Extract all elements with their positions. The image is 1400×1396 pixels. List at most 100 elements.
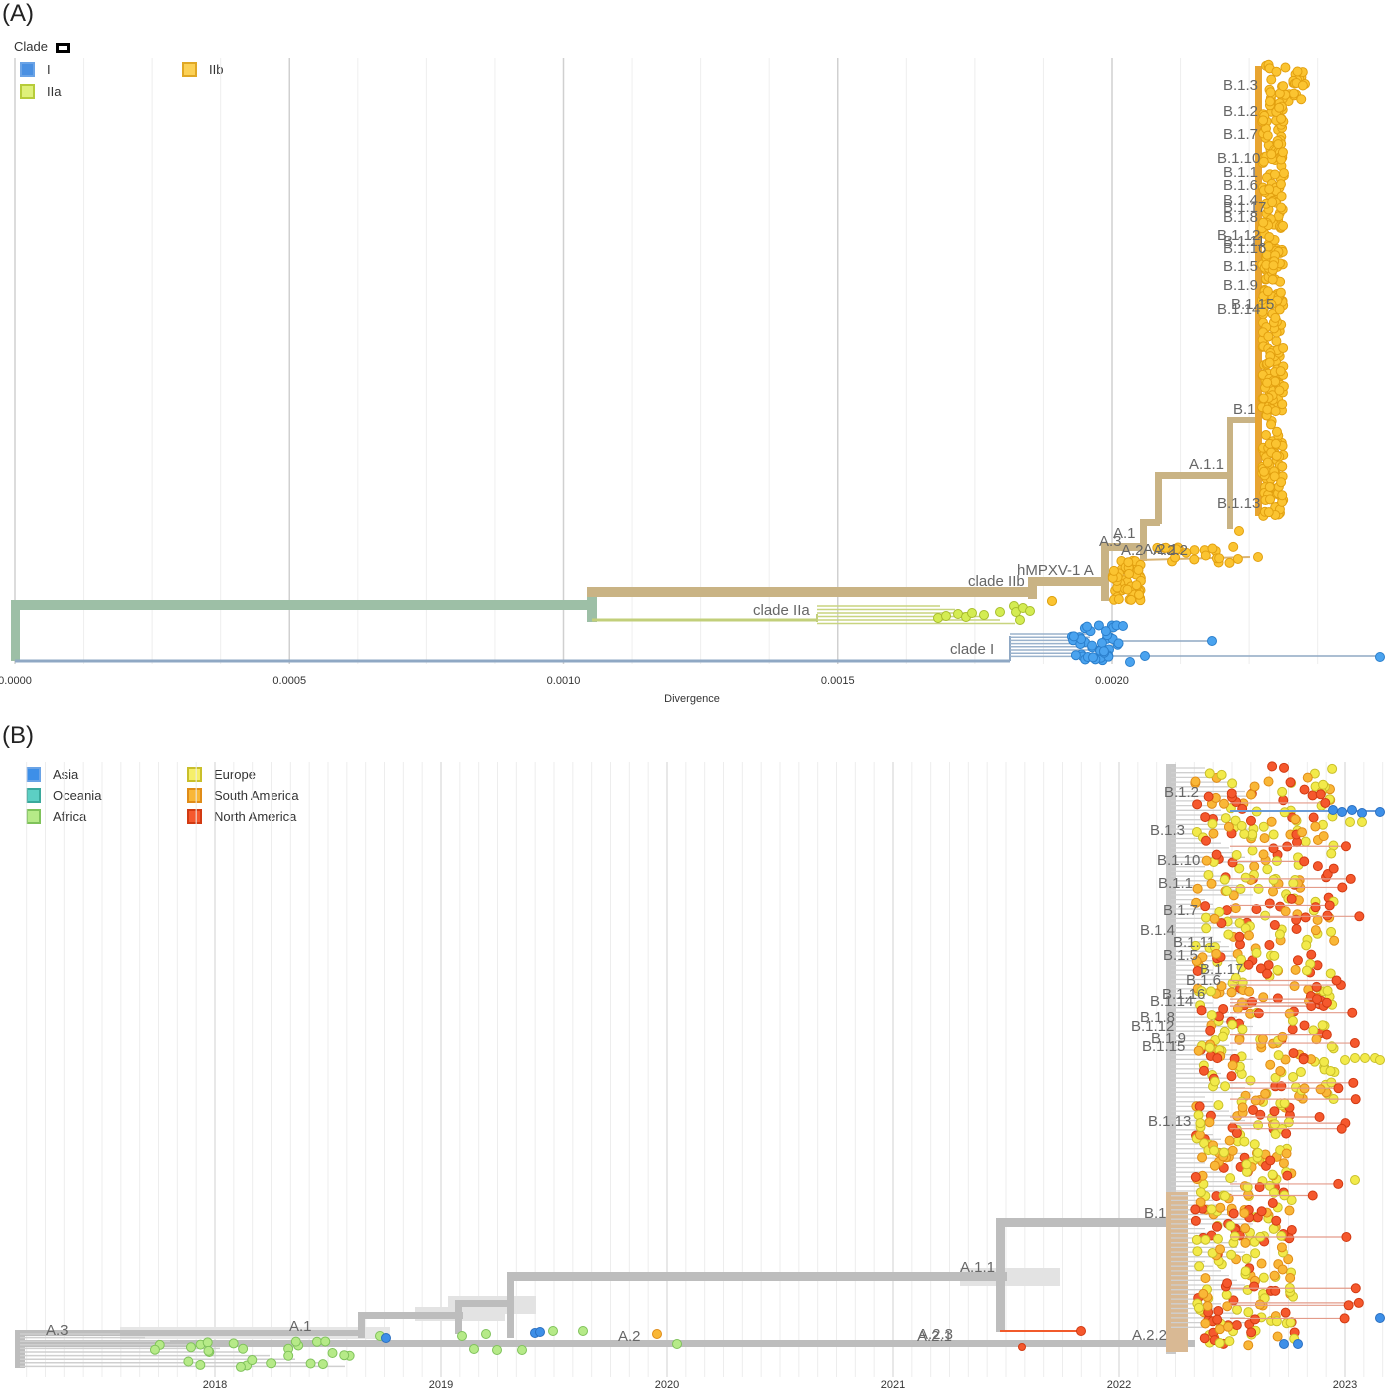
node-label-a: B.1.14	[1217, 301, 1260, 318]
iib-tip	[1152, 542, 1163, 553]
b1-tip	[1270, 438, 1281, 449]
b1-tip	[1279, 762, 1290, 773]
b1-tip	[1240, 872, 1251, 883]
b1-tip	[1262, 130, 1273, 141]
time-tree-chart[interactable]: 2018 2019 2020 2021 2022 2023 B.1.2 B.1.3 B.1.10…	[0, 722, 1400, 1396]
b1-tip	[1218, 798, 1229, 809]
b1-outlier-tip	[1324, 900, 1335, 911]
b1-tip	[1224, 1135, 1235, 1146]
x-tick-label: 2019	[429, 1379, 453, 1391]
legend-b-item-africa[interactable]: Africa	[26, 809, 86, 824]
legend-a-label-i: I	[47, 62, 51, 77]
iib-node-2	[1101, 543, 1109, 601]
legend-b-swatch-europe	[187, 767, 202, 782]
b1-tip	[1258, 821, 1269, 832]
x-tick-label: 2018	[203, 1379, 227, 1391]
panel-a-tag: (A)	[2, 0, 34, 27]
b1-tip	[1289, 981, 1300, 992]
legend-b-item-south-america[interactable]: South America	[187, 788, 299, 803]
b1-tip	[1264, 232, 1275, 243]
b1-tip	[1218, 1147, 1229, 1158]
legend-a-item-i[interactable]: I	[20, 62, 51, 77]
africa-tip	[183, 1356, 194, 1367]
africa-tip	[266, 1358, 277, 1369]
iib-tip	[1171, 544, 1182, 555]
b1-tip	[1268, 874, 1279, 885]
b1-tip	[1249, 1314, 1260, 1325]
b1-tip	[1239, 1136, 1250, 1147]
europe-tip	[1357, 817, 1367, 827]
b1-tip	[1325, 968, 1336, 979]
africa-tip	[238, 1343, 249, 1354]
node-label-a: clade I	[950, 641, 994, 658]
b1-tip	[1190, 1204, 1201, 1215]
b1-tip	[1266, 816, 1277, 827]
b1-tip	[1292, 955, 1303, 966]
legend-toggle-icon[interactable]	[55, 42, 70, 53]
b1-outlier-tip	[1348, 1077, 1359, 1088]
b1-tip	[1258, 393, 1269, 404]
b1-tip	[1267, 274, 1278, 285]
b1-tip	[1263, 776, 1274, 787]
b1-tip	[1300, 836, 1311, 847]
b1-tip	[1288, 1048, 1299, 1059]
b1-tip	[1268, 886, 1279, 897]
b1-tip	[1310, 821, 1321, 832]
iia-tip	[967, 608, 977, 618]
b1-tip	[1211, 1221, 1222, 1232]
b1-tip	[1281, 1128, 1292, 1139]
b1-tip	[1250, 1248, 1261, 1259]
b1-outlier-tip	[1333, 1083, 1344, 1094]
africa-tip	[185, 1342, 196, 1353]
legend-a-item-iia[interactable]: IIa	[20, 84, 61, 99]
node-label-b: B.1.9	[1151, 1030, 1186, 1047]
b1-tip	[1190, 1215, 1201, 1226]
b1-tip	[1325, 1066, 1336, 1077]
b1-tip	[1209, 1076, 1220, 1087]
clade-i-tip	[1087, 640, 1098, 651]
b1-tip	[1214, 1324, 1225, 1335]
node-label-a: A.3	[1099, 533, 1122, 550]
b1-tip	[1269, 1106, 1280, 1117]
legend-b-item-north-america[interactable]: North America	[187, 809, 296, 824]
legend-a-item-iib[interactable]: IIb	[182, 62, 223, 77]
b1-tip	[1288, 88, 1299, 99]
node-label-b: B.1.10	[1157, 852, 1200, 869]
node-label-a: hMPXV-1 A	[1017, 562, 1094, 579]
b1-tip	[1240, 1237, 1251, 1248]
clade-i-tip	[1096, 637, 1107, 648]
b1-tip	[1240, 1223, 1251, 1234]
node-label-a: B.1.5	[1223, 258, 1258, 275]
b1-tip	[1275, 1066, 1286, 1077]
b1-tip	[1249, 781, 1260, 792]
b1-tip	[1258, 115, 1269, 126]
europe-tip	[1345, 817, 1355, 827]
b1-tip	[1213, 1306, 1224, 1317]
legend-b-item-oceania[interactable]: Oceania	[26, 788, 101, 803]
legend-b-label-europe: Europe	[214, 767, 256, 782]
b1-tip	[1286, 1225, 1297, 1236]
b1-tip	[1200, 1234, 1211, 1245]
b1-tip	[1225, 1173, 1236, 1184]
b1-tip	[1252, 1147, 1263, 1158]
africa-tip	[492, 1345, 502, 1355]
legend-b-item-europe[interactable]: Europe	[187, 767, 256, 782]
b1-tip	[1262, 286, 1273, 297]
iib-tip	[1214, 553, 1225, 564]
b1-tip	[1259, 833, 1270, 844]
b1-tip	[1227, 857, 1238, 868]
b1-tip	[1227, 1060, 1238, 1071]
b1-tip	[1231, 1320, 1242, 1331]
b1-tip	[1264, 96, 1275, 107]
b1-tip	[1192, 799, 1203, 810]
divergence-tree-chart[interactable]: 0.0000 0.0005 0.0010 0.0015 0.0020 Divergence…	[0, 0, 1400, 710]
b1-tip	[1268, 260, 1279, 271]
b1-tip	[1264, 481, 1275, 492]
b1-tip	[1310, 902, 1321, 913]
iib-tip	[1124, 568, 1135, 579]
b1-tip	[1271, 1215, 1282, 1226]
b1-tip	[1327, 763, 1338, 774]
asia-tip	[1337, 807, 1347, 817]
b1-tip	[1265, 1155, 1276, 1166]
legend-a-swatch-iia	[20, 84, 35, 99]
